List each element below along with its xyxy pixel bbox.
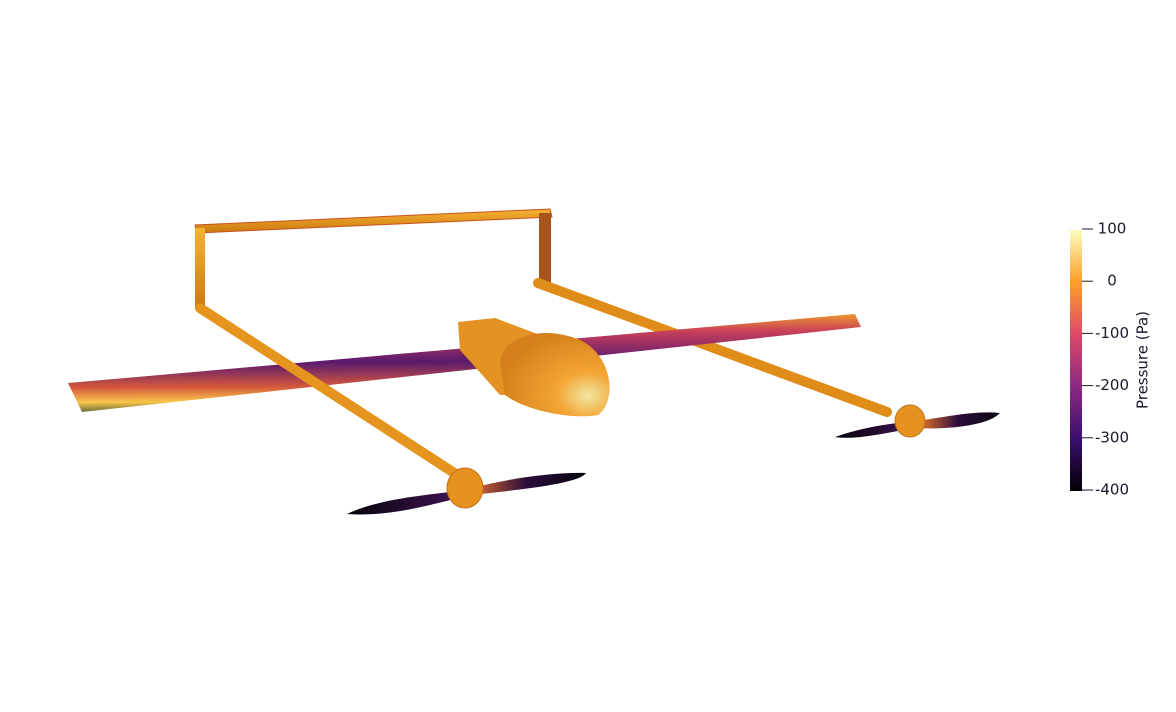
tick-label: -100 [1095, 324, 1129, 342]
boom [533, 278, 892, 417]
aircraft [68, 208, 1000, 515]
tick-label: -400 [1095, 481, 1129, 499]
wing [68, 314, 861, 412]
prop-hub [446, 467, 484, 509]
tick-label: 100 [1098, 220, 1127, 238]
boom [195, 303, 467, 483]
nose [500, 332, 610, 417]
tick-label: -300 [1095, 428, 1129, 446]
prop-hub [894, 404, 926, 438]
colorbar-title: Pressure (Pa) [1134, 311, 1152, 409]
colorbar [1070, 230, 1082, 491]
tick-label: 0 [1107, 272, 1117, 290]
color-legend: Pressure (Pa) 100 0 -100 -200 -300 -400 [1070, 220, 1152, 499]
horizontal-tail [194, 208, 553, 234]
tail-fin [195, 228, 205, 310]
tail-fin [539, 213, 551, 283]
tick-label: -200 [1095, 376, 1129, 394]
